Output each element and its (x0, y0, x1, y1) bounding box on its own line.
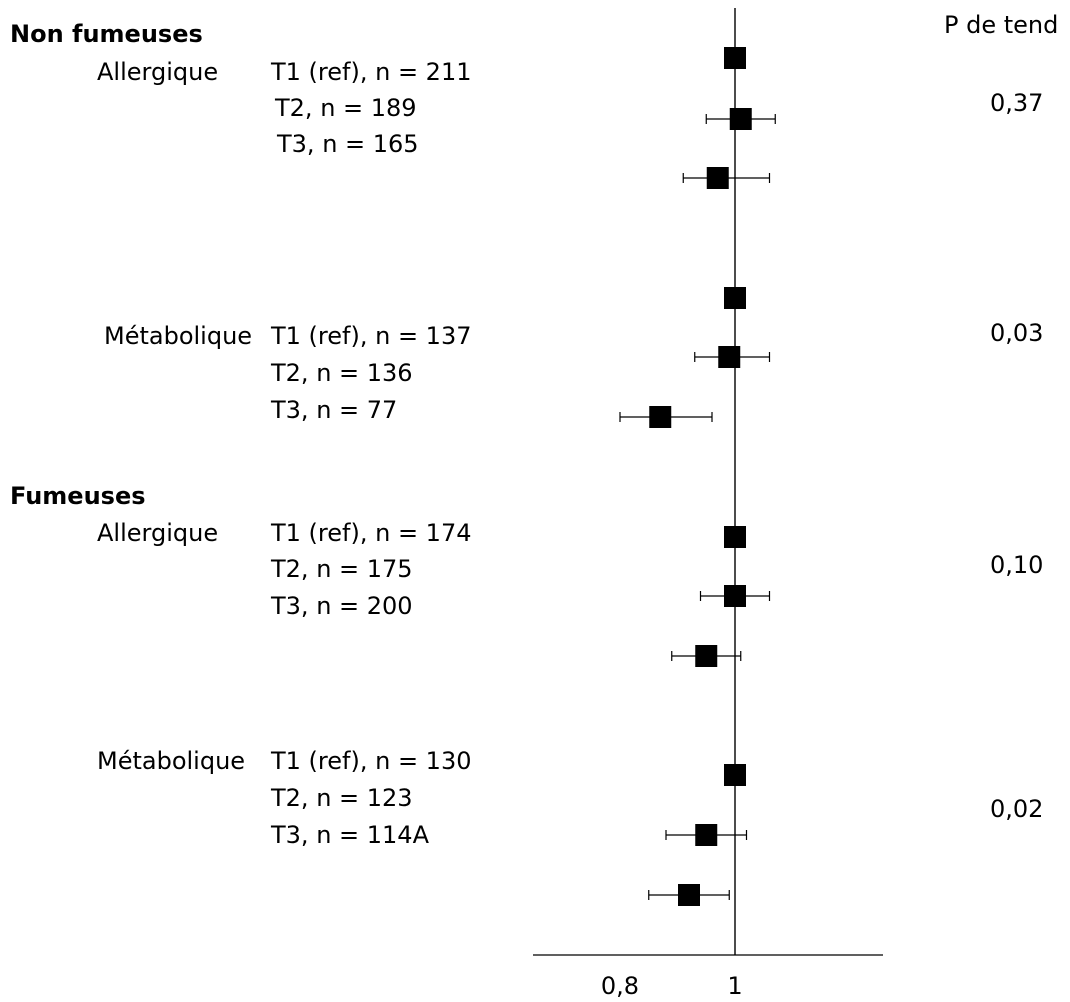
estimate-marker (724, 47, 746, 69)
group-label-smokers: Fumeuses (10, 482, 146, 510)
estimate-marker (724, 585, 746, 607)
p-value: 0,02 (990, 795, 1044, 823)
row-label: T2, n = 189 (275, 94, 417, 122)
p-value: 0,10 (990, 551, 1044, 579)
estimate-marker (729, 108, 752, 130)
row-label: T1 (ref), n = 174 (271, 519, 472, 547)
row-label: T2, n = 123 (271, 784, 413, 812)
row-label: T3, n = 200 (271, 592, 413, 620)
estimate-marker (706, 167, 729, 189)
x-tick-label: 0,8 (601, 972, 639, 1000)
row-label: T2, n = 175 (271, 555, 413, 583)
estimate-marker (724, 287, 746, 309)
estimate-marker (695, 824, 718, 846)
row-label: T3, n = 165 (277, 130, 419, 158)
estimate-marker (678, 884, 700, 906)
x-tick-label: 1 (727, 972, 742, 1000)
subgroup-label: Métabolique (104, 322, 253, 350)
estimate-marker (724, 764, 746, 786)
row-label: T2, n = 136 (271, 359, 413, 387)
p-value: 0,37 (990, 89, 1044, 117)
row-label: T3, n = 77 (271, 396, 398, 424)
row-label: T1 (ref), n = 137 (271, 322, 472, 350)
p-value: 0,03 (990, 319, 1044, 347)
row-label: T1 (ref), n = 130 (271, 747, 472, 775)
group-label-non-smokers: Non fumeuses (10, 20, 203, 48)
subgroup-label: Allergique (97, 519, 219, 547)
estimate-marker (724, 526, 746, 548)
row-label: T3, n = 114A (271, 821, 429, 849)
p-trend-header: P de tend (944, 11, 1059, 39)
estimate-marker (695, 645, 718, 667)
subgroup-label: Métabolique (97, 747, 246, 775)
subgroup-label: Allergique (97, 58, 219, 86)
row-label: T1 (ref), n = 211 (271, 58, 472, 86)
estimate-marker (718, 346, 741, 368)
estimate-marker (649, 406, 672, 428)
